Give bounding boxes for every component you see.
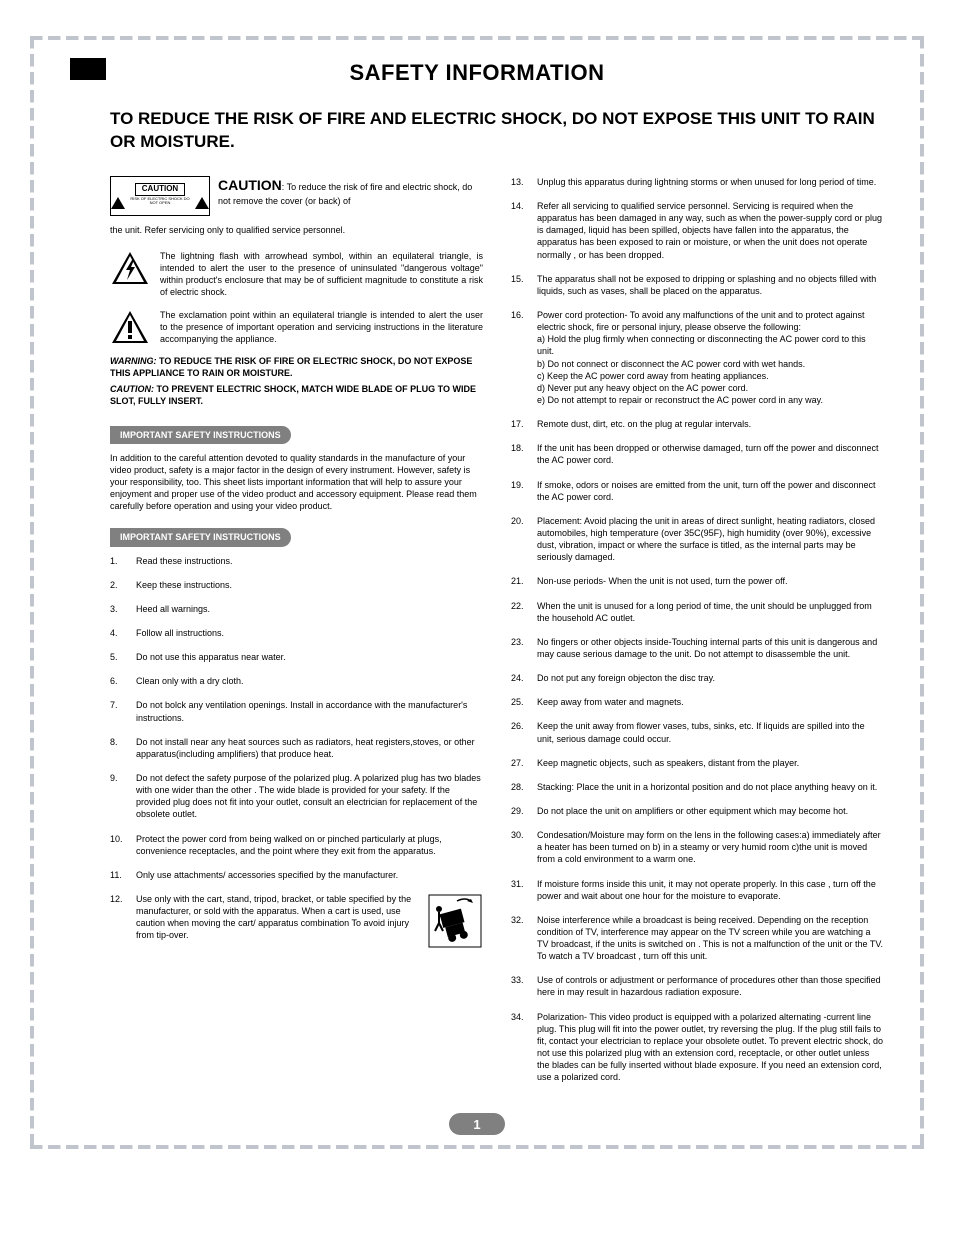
exclaim-icon <box>110 309 150 345</box>
safety-list-left: Read these instructions. Keep these inst… <box>110 555 483 949</box>
list-item: Unplug this apparatus during lightning s… <box>511 176 884 188</box>
caution-box-label: CAUTION <box>135 183 185 196</box>
exclaim-text: The exclamation point within an equilate… <box>160 309 483 345</box>
list-item: The apparatus shall not be exposed to dr… <box>511 273 884 297</box>
exclaim-symbol-row: The exclamation point within an equilate… <box>110 309 483 345</box>
item12-text: Use only with the cart, stand, tripod, b… <box>136 893 417 942</box>
list-item: Power cord protection- To avoid any malf… <box>511 309 884 406</box>
list-item: Polarization- This video product is equi… <box>511 1011 884 1084</box>
list-item: When the unit is unused for a long perio… <box>511 600 884 624</box>
caution2-lead: CAUTION: <box>110 384 154 394</box>
list-item: Do not bolck any ventilation openings. I… <box>110 699 483 723</box>
caution-box: CAUTION RISK OF ELECTRIC SHOCK DO NOT OP… <box>110 176 210 216</box>
page-number: 1 <box>449 1113 505 1135</box>
list-item: Keep these instructions. <box>110 579 483 591</box>
list-item: Heed all warnings. <box>110 603 483 615</box>
caution2-text: TO PREVENT ELECTRIC SHOCK, MATCH WIDE BL… <box>110 384 476 406</box>
exclaim-mini-icon <box>195 197 209 209</box>
caution-lead: CAUTION <box>218 177 282 193</box>
title-black-box <box>70 58 106 80</box>
page-title: SAFETY INFORMATION <box>349 60 604 86</box>
warning-lead: WARNING: <box>110 356 157 366</box>
caution-text: CAUTION: To reduce the risk of fire and … <box>218 176 483 216</box>
warning-text: TO REDUCE THE RISK OF FIRE OR ELECTRIC S… <box>110 356 472 378</box>
caution-box-sub: RISK OF ELECTRIC SHOCK DO NOT OPEN <box>129 197 191 209</box>
list-item: Do not use this apparatus near water. <box>110 651 483 663</box>
intro-text: In addition to the careful attention dev… <box>110 452 483 513</box>
caution2-paragraph: CAUTION: TO PREVENT ELECTRIC SHOCK, MATC… <box>110 383 483 407</box>
lightning-icon <box>110 250 150 286</box>
list-item: Noise interference while a broadcast is … <box>511 914 884 963</box>
main-warning: TO REDUCE THE RISK OF FIRE AND ELECTRIC … <box>110 108 884 154</box>
caution-block: CAUTION RISK OF ELECTRIC SHOCK DO NOT OP… <box>110 176 483 216</box>
list-item: Stacking: Place the unit in a horizontal… <box>511 781 884 793</box>
list-item: Do not defect the safety purpose of the … <box>110 772 483 821</box>
list-item: Do not put any foreign objecton the disc… <box>511 672 884 684</box>
lightning-mini-icon <box>111 197 125 209</box>
lightning-text: The lightning flash with arrowhead symbo… <box>160 250 483 299</box>
list-item: Follow all instructions. <box>110 627 483 639</box>
cart-tipover-icon <box>427 893 483 949</box>
list-item: If smoke, odors or noises are emitted fr… <box>511 479 884 503</box>
list-item: Non-use periods- When the unit is not us… <box>511 575 884 587</box>
safety-list-right: Unplug this apparatus during lightning s… <box>511 176 884 1084</box>
list-item: Keep magnetic objects, such as speakers,… <box>511 757 884 769</box>
list-item: Condesation/Moisture may form on the len… <box>511 829 884 865</box>
list-item: Use only with the cart, stand, tripod, b… <box>110 893 483 949</box>
right-column: Unplug this apparatus during lightning s… <box>511 176 884 1096</box>
list-item: If moisture forms inside this unit, it m… <box>511 878 884 902</box>
list-item: Placement: Avoid placing the unit in are… <box>511 515 884 564</box>
caution-body2: the unit. Refer servicing only to qualif… <box>110 224 483 236</box>
list-item: Refer all servicing to qualified service… <box>511 200 884 261</box>
list-item: No fingers or other objects inside-Touch… <box>511 636 884 660</box>
list-item: Use of controls or adjustment or perform… <box>511 974 884 998</box>
lightning-symbol-row: The lightning flash with arrowhead symbo… <box>110 250 483 299</box>
title-row: SAFETY INFORMATION <box>70 60 884 86</box>
list-item: Do not place the unit on amplifiers or o… <box>511 805 884 817</box>
list-item: Only use attachments/ accessories specif… <box>110 869 483 881</box>
left-column: CAUTION RISK OF ELECTRIC SHOCK DO NOT OP… <box>110 176 483 1096</box>
list-item: Protect the power cord from being walked… <box>110 833 483 857</box>
list-item: Do not install near any heat sources suc… <box>110 736 483 760</box>
list-item: Clean only with a dry cloth. <box>110 675 483 687</box>
section-tab-1: IMPORTANT SAFETY INSTRUCTIONS <box>110 426 291 444</box>
list-item: Keep away from water and magnets. <box>511 696 884 708</box>
section-tab-2: IMPORTANT SAFETY INSTRUCTIONS <box>110 528 291 546</box>
list-item: If the unit has been dropped or otherwis… <box>511 442 884 466</box>
two-columns: CAUTION RISK OF ELECTRIC SHOCK DO NOT OP… <box>110 176 884 1096</box>
list-item: Keep the unit away from flower vases, tu… <box>511 720 884 744</box>
list-item: Read these instructions. <box>110 555 483 567</box>
warning-paragraph: WARNING: TO REDUCE THE RISK OF FIRE OR E… <box>110 355 483 379</box>
page-content: SAFETY INFORMATION TO REDUCE THE RISK OF… <box>0 0 954 1185</box>
list-item: Remote dust, dirt, etc. on the plug at r… <box>511 418 884 430</box>
